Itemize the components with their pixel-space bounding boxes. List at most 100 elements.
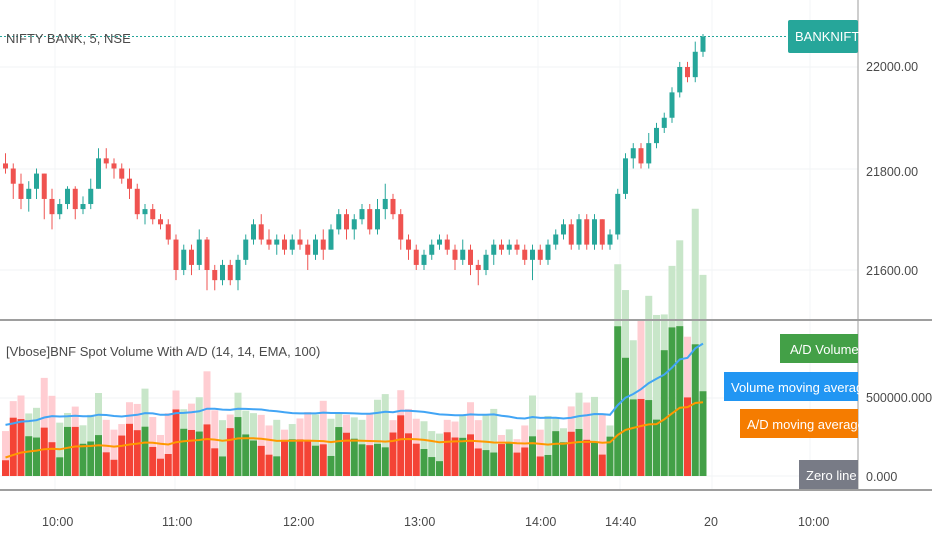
candle[interactable] — [499, 239, 504, 255]
candle[interactable] — [491, 239, 497, 265]
candle[interactable] — [537, 244, 543, 265]
candle[interactable] — [437, 234, 442, 250]
candle[interactable] — [313, 234, 318, 260]
candle[interactable] — [282, 234, 287, 255]
candle[interactable] — [142, 204, 148, 225]
candle[interactable] — [375, 198, 380, 235]
candle[interactable] — [561, 219, 566, 240]
candle[interactable] — [483, 249, 489, 276]
candle[interactable] — [599, 219, 605, 250]
candle[interactable] — [251, 219, 256, 245]
candle[interactable] — [646, 132, 652, 169]
candle[interactable] — [26, 181, 32, 212]
candle[interactable] — [204, 237, 210, 291]
candle[interactable] — [553, 229, 559, 250]
candle[interactable] — [127, 168, 132, 199]
candle[interactable] — [592, 214, 597, 250]
candle[interactable] — [134, 183, 140, 220]
candle[interactable] — [34, 168, 39, 199]
candle[interactable] — [452, 244, 458, 270]
candle[interactable] — [165, 219, 171, 245]
candle[interactable] — [227, 259, 233, 286]
candle[interactable] — [382, 183, 388, 220]
candle[interactable] — [576, 214, 582, 250]
candle[interactable] — [88, 178, 94, 210]
candle[interactable] — [623, 153, 628, 199]
candle[interactable] — [530, 244, 535, 281]
candle[interactable] — [212, 264, 218, 291]
candle[interactable] — [96, 148, 101, 189]
candle[interactable] — [305, 239, 311, 270]
candle[interactable] — [444, 234, 450, 255]
candle[interactable] — [18, 173, 24, 210]
candle[interactable] — [514, 239, 520, 255]
candle[interactable] — [475, 259, 481, 286]
candle[interactable] — [181, 244, 187, 276]
candle[interactable] — [49, 188, 55, 230]
candle[interactable] — [289, 234, 295, 255]
time-axis[interactable]: 10:00 11:00 12:00 13:00 14:00 14:40 20 1… — [42, 515, 829, 529]
candle[interactable] — [320, 229, 326, 260]
candle[interactable] — [258, 214, 264, 245]
candle[interactable] — [243, 234, 249, 265]
candle[interactable] — [274, 234, 280, 255]
candle[interactable] — [398, 209, 404, 250]
candle[interactable] — [630, 143, 636, 169]
candle[interactable] — [638, 143, 644, 169]
candle[interactable] — [3, 153, 8, 174]
candle[interactable] — [297, 229, 303, 250]
candle[interactable] — [150, 204, 156, 225]
candle[interactable] — [359, 204, 365, 225]
candle[interactable] — [158, 214, 163, 230]
candle[interactable] — [700, 34, 706, 57]
candle[interactable] — [80, 196, 86, 215]
candle[interactable] — [72, 186, 78, 220]
candle-body — [96, 158, 101, 189]
candle[interactable] — [235, 254, 241, 291]
price-axis[interactable]: 22000.00 21800.00 21600.00 — [866, 60, 918, 278]
candle[interactable] — [506, 239, 512, 255]
candle[interactable] — [390, 193, 396, 220]
indicator-axis[interactable]: 500000.000 0.000 — [866, 391, 932, 484]
candle[interactable] — [545, 239, 551, 265]
candle[interactable] — [607, 229, 613, 250]
candle[interactable] — [468, 244, 473, 276]
candle[interactable] — [65, 186, 70, 210]
candle[interactable] — [336, 209, 342, 235]
candle[interactable] — [677, 61, 683, 98]
candle[interactable] — [460, 239, 466, 265]
candle[interactable] — [351, 214, 357, 240]
candle[interactable] — [692, 41, 698, 83]
candle[interactable] — [661, 112, 667, 133]
candle[interactable] — [568, 219, 574, 250]
price-candles[interactable] — [3, 34, 706, 291]
volume-bars[interactable] — [2, 208, 707, 477]
candle[interactable] — [584, 214, 590, 250]
candle[interactable] — [654, 122, 659, 149]
candle[interactable] — [685, 61, 690, 83]
candle[interactable] — [615, 188, 621, 240]
candle[interactable] — [421, 249, 427, 270]
candle[interactable] — [189, 244, 194, 276]
candle[interactable] — [344, 209, 349, 240]
candle[interactable] — [103, 148, 109, 169]
candle[interactable] — [413, 244, 419, 270]
candle[interactable] — [220, 259, 225, 286]
candle[interactable] — [119, 163, 125, 184]
candle[interactable] — [669, 87, 675, 123]
candle[interactable] — [266, 229, 272, 250]
candle-body — [677, 67, 683, 93]
candle[interactable] — [429, 239, 435, 260]
candle[interactable] — [367, 204, 373, 235]
candle[interactable] — [57, 198, 63, 220]
candle[interactable] — [41, 173, 47, 220]
candle[interactable] — [522, 244, 528, 265]
candle[interactable] — [111, 158, 117, 179]
candle[interactable] — [196, 229, 202, 270]
candle[interactable] — [328, 224, 334, 250]
candle[interactable] — [173, 234, 179, 281]
candle[interactable] — [10, 163, 16, 199]
volume-bar — [374, 399, 381, 476]
volume-bar — [157, 434, 164, 476]
candle[interactable] — [406, 234, 411, 260]
